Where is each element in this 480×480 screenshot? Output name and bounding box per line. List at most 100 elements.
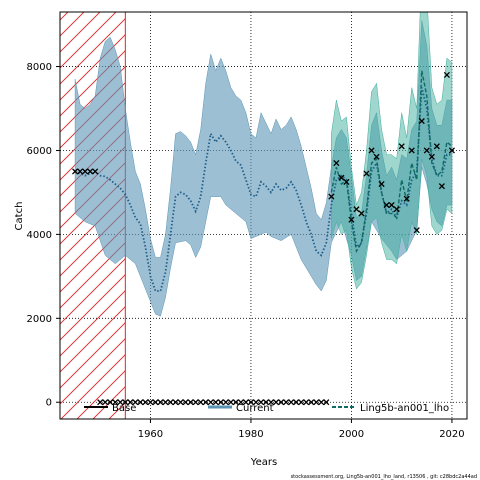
y-tick-label: 4000 bbox=[27, 230, 52, 241]
base-point-1966 bbox=[177, 399, 184, 406]
base-point-2007 bbox=[383, 201, 390, 209]
base-point-1980 bbox=[247, 399, 254, 406]
base-point-1977 bbox=[232, 399, 239, 406]
confidence-bands bbox=[74, 12, 453, 317]
base-point-1952 bbox=[107, 399, 114, 406]
base-point-1985 bbox=[273, 399, 280, 406]
x-tick-label: 2000 bbox=[339, 429, 364, 440]
base-point-1982 bbox=[257, 399, 265, 406]
base-point-1949 bbox=[92, 168, 99, 175]
base-point-1970 bbox=[197, 399, 204, 406]
y-tick-label: 6000 bbox=[27, 146, 52, 157]
base-point-1958 bbox=[137, 399, 144, 406]
base-point-1954 bbox=[117, 399, 124, 406]
base-point-1948 bbox=[87, 168, 94, 175]
base-point-2001 bbox=[353, 206, 360, 213]
base-point-1960 bbox=[147, 399, 154, 406]
base-point-1950 bbox=[97, 399, 104, 406]
x-tick-label: 1960 bbox=[138, 429, 163, 440]
base-point-2004 bbox=[368, 147, 375, 154]
base-point-2003 bbox=[363, 170, 370, 177]
legend-label-lho: Ling5b-an001_lho bbox=[360, 403, 449, 414]
base-point-1988 bbox=[288, 399, 295, 406]
base-point-1994 bbox=[318, 399, 325, 406]
base-point-1964 bbox=[167, 399, 174, 406]
line-current bbox=[74, 87, 452, 292]
base-point-2008 bbox=[388, 201, 395, 209]
base-point-2010 bbox=[398, 143, 405, 150]
band-lho bbox=[331, 12, 453, 290]
base-point-2019 bbox=[443, 71, 450, 78]
base-point-1957 bbox=[132, 399, 139, 406]
y-tick-label: 8000 bbox=[27, 62, 52, 73]
base-point-1991 bbox=[303, 399, 310, 406]
y-tick-label: 0 bbox=[46, 398, 52, 409]
base-point-1947 bbox=[82, 168, 89, 175]
x-axis-title: Years bbox=[250, 457, 277, 468]
base-point-1953 bbox=[112, 399, 119, 406]
base-point-2012 bbox=[408, 147, 415, 154]
base-point-1967 bbox=[182, 399, 189, 406]
base-point-2011 bbox=[403, 195, 410, 202]
series-lines bbox=[74, 70, 453, 292]
legend-label-base: Base bbox=[112, 403, 136, 414]
base-point-1975 bbox=[222, 399, 229, 406]
base-point-1990 bbox=[298, 399, 305, 406]
base-point-2020 bbox=[448, 147, 455, 154]
base-point-1961 bbox=[152, 399, 159, 406]
x-tick-label: 2020 bbox=[439, 429, 464, 440]
base-point-1992 bbox=[308, 399, 315, 406]
base-markers bbox=[72, 71, 455, 406]
base-point-1962 bbox=[157, 399, 164, 406]
base-point-2017 bbox=[433, 143, 440, 150]
legend-label-current: Current bbox=[236, 403, 274, 414]
base-point-1946 bbox=[77, 168, 84, 175]
base-point-2006 bbox=[378, 180, 385, 188]
x-tick-label: 1980 bbox=[238, 429, 263, 440]
base-point-2005 bbox=[373, 153, 380, 160]
base-point-2013 bbox=[413, 227, 420, 234]
base-point-2018 bbox=[438, 183, 445, 190]
base-point-1997 bbox=[333, 159, 340, 167]
base-point-1959 bbox=[142, 399, 149, 406]
base-point-1983 bbox=[262, 399, 270, 406]
base-point-1978 bbox=[237, 399, 244, 406]
base-point-1969 bbox=[192, 399, 199, 406]
base-point-1945 bbox=[72, 168, 79, 175]
base-point-1989 bbox=[293, 399, 300, 406]
base-point-1996 bbox=[328, 193, 335, 200]
base-point-1995 bbox=[323, 399, 330, 406]
base-point-2014 bbox=[418, 118, 425, 125]
y-tick-label: 2000 bbox=[27, 314, 52, 325]
footnote: stockassessment.org, Ling5b-an001_lho_la… bbox=[291, 474, 477, 480]
base-point-1971 bbox=[202, 399, 209, 406]
base-point-1993 bbox=[313, 399, 320, 406]
base-point-1979 bbox=[242, 399, 249, 406]
legend: Base Current Ling5b-an001_lho bbox=[84, 403, 449, 414]
base-point-2016 bbox=[428, 153, 435, 160]
base-point-1965 bbox=[172, 399, 179, 406]
base-point-2002 bbox=[358, 210, 365, 217]
y-axis-title: Catch bbox=[14, 202, 25, 231]
base-point-2009 bbox=[393, 206, 400, 213]
base-point-1981 bbox=[252, 399, 260, 406]
base-point-1972 bbox=[207, 399, 214, 406]
base-point-1968 bbox=[187, 399, 194, 406]
base-point-1955 bbox=[122, 399, 129, 406]
base-point-1999 bbox=[343, 178, 350, 185]
base-point-2015 bbox=[423, 147, 430, 154]
base-point-1974 bbox=[217, 399, 224, 406]
plot-frame bbox=[59, 11, 468, 420]
line-lho bbox=[330, 70, 453, 254]
base-point-1984 bbox=[267, 399, 275, 406]
base-point-1998 bbox=[338, 174, 345, 181]
plot-area bbox=[60, 12, 455, 419]
base-point-1956 bbox=[127, 399, 134, 406]
base-point-1973 bbox=[212, 399, 219, 406]
base-point-1951 bbox=[102, 399, 109, 406]
base-point-1976 bbox=[227, 399, 234, 406]
base-point-1963 bbox=[162, 399, 169, 406]
axis-ticks: 1960 1980 2000 2020 0 2000 4000 6000 8000 bbox=[27, 62, 465, 440]
base-point-1986 bbox=[278, 399, 285, 406]
